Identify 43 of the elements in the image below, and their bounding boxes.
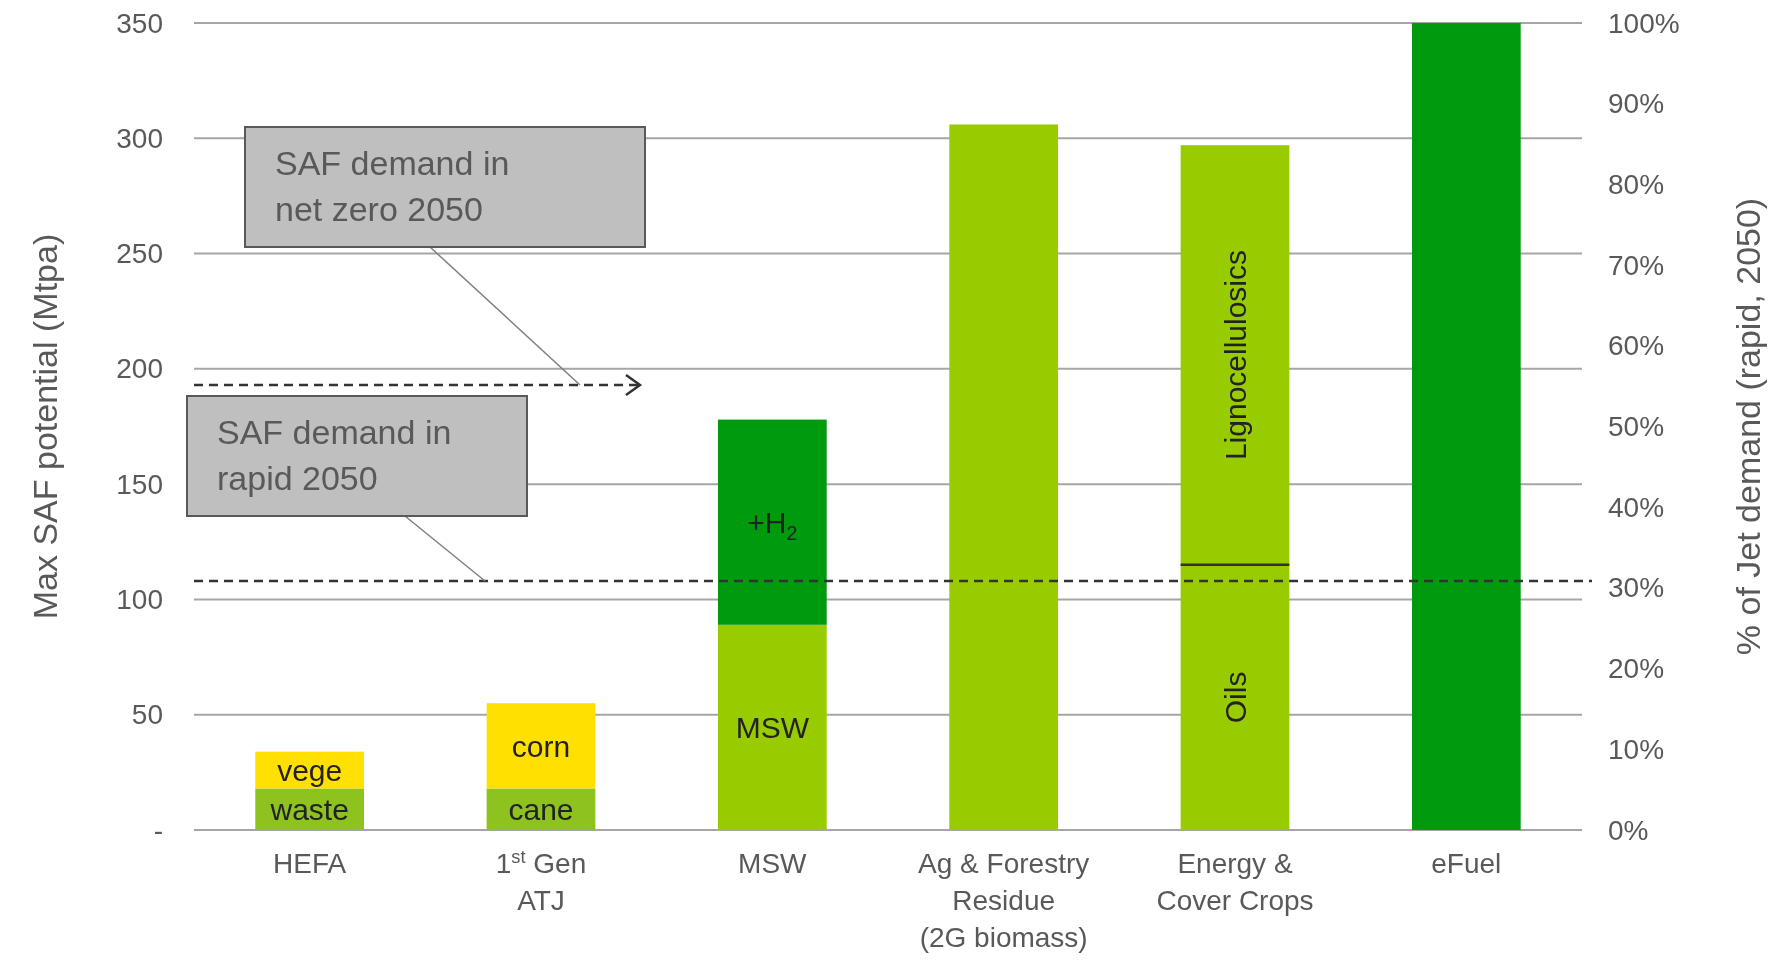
y2-tick-label: 20% [1608, 653, 1665, 685]
x-tick-label: HEFA [273, 848, 347, 879]
annotation: waste [269, 792, 349, 826]
y-tick-label: 250 [116, 238, 163, 270]
x-tick-label: Energy & Cover Crops [1156, 848, 1314, 916]
y-tick-label: 100 [116, 583, 163, 615]
bar [717, 419, 827, 625]
y2-tick-label: 30% [1608, 572, 1665, 604]
y-tick-label: 200 [116, 353, 163, 385]
x-tick-label: eFuel [1431, 848, 1502, 879]
y-tick-label: 50 [131, 699, 163, 731]
ref-line-label: SAF demand in net zero 2050 [275, 144, 510, 228]
x-tick-label: MSW [738, 848, 808, 879]
y2-tick-label: 40% [1608, 491, 1665, 523]
y2-tick-label: 60% [1608, 330, 1665, 362]
annotation: vege [277, 753, 343, 787]
bar [717, 624, 827, 830]
bar [486, 703, 596, 789]
y-tick-label: 150 [116, 468, 163, 500]
y-tick-label: 350 [116, 7, 163, 39]
y-tick-label: - [153, 814, 163, 846]
y2-axis-title: % of Jet demand (rapid, 2050) [1729, 197, 1767, 656]
bar [949, 124, 1059, 830]
annotation: +H$_{2}$ [747, 505, 798, 545]
x-tick-label: 1$^{st}$ Gen ATJ [495, 847, 587, 916]
annotation: cane [508, 792, 574, 826]
y2-tick-label: 70% [1608, 249, 1665, 281]
bar [1180, 564, 1290, 830]
x-tick-label: Ag & Forestry Residue (2G biomass) [918, 848, 1090, 953]
annotation: Oils [1218, 671, 1252, 724]
y2-tick-label: 100% [1608, 7, 1680, 39]
y2-tick-label: 80% [1608, 168, 1665, 200]
y-axis-title: Max SAF potential (Mtpa) [26, 233, 64, 620]
y2-tick-label: 10% [1608, 733, 1665, 765]
ref-line-label: SAF demand in rapid 2050 [217, 413, 452, 497]
y2-tick-label: 0% [1608, 814, 1649, 846]
annotation: MSW [735, 710, 810, 744]
y-tick-label: 300 [116, 122, 163, 154]
annotation: corn [511, 729, 571, 763]
bar [1411, 23, 1521, 830]
y2-tick-label: 90% [1608, 88, 1665, 120]
annotation: Lignocellulosics [1218, 249, 1252, 461]
y2-tick-label: 50% [1608, 411, 1665, 442]
